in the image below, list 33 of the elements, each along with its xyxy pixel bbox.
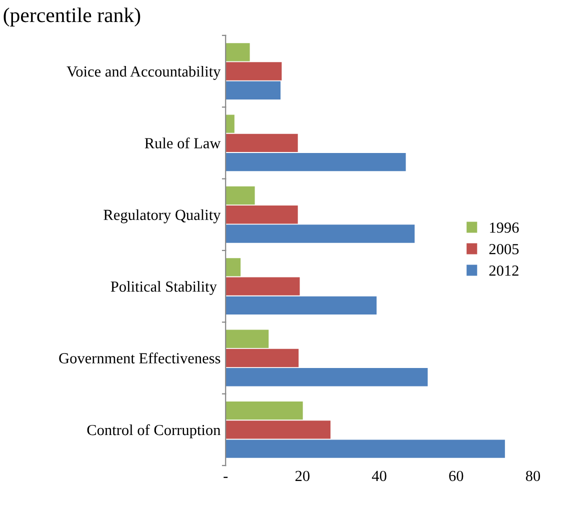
- x-tick-label: 60: [449, 470, 464, 482]
- legend-label: 2005: [489, 244, 519, 254]
- bar: [226, 152, 406, 172]
- y-tick-label: Government Effectiveness: [59, 352, 220, 364]
- bar: [226, 401, 303, 420]
- bar: [226, 134, 298, 152]
- x-tick-label: 20: [295, 470, 310, 482]
- bar: [226, 258, 241, 276]
- y-tick-label: Rule of Law: [144, 137, 221, 148]
- bar: [226, 224, 415, 243]
- legend-label: 2012: [489, 265, 518, 276]
- bar: [226, 277, 300, 296]
- y-tick-label: Political Stability: [110, 281, 217, 295]
- bar: [226, 348, 299, 368]
- x-tick-label: -: [224, 476, 228, 478]
- bar: [226, 206, 298, 224]
- x-tick-label: 80: [526, 470, 540, 482]
- bar: [226, 368, 428, 386]
- y-tick-label: Voice and Accountability: [66, 66, 221, 80]
- bar: [226, 296, 377, 315]
- x-tick-label: 40: [372, 470, 386, 482]
- bar: [226, 62, 282, 80]
- y-tick-label: Control of Corruption: [87, 424, 221, 438]
- chart-title: (percentile rank): [4, 8, 140, 26]
- bar: [226, 420, 330, 439]
- bar: [226, 330, 269, 348]
- y-tick-label: Regulatory Quality: [104, 209, 221, 224]
- bar: [226, 81, 281, 100]
- bar: [226, 43, 250, 62]
- bar: [226, 186, 255, 205]
- bar: [226, 114, 234, 133]
- legend-label: 1996: [490, 222, 519, 233]
- bar: [226, 440, 505, 458]
